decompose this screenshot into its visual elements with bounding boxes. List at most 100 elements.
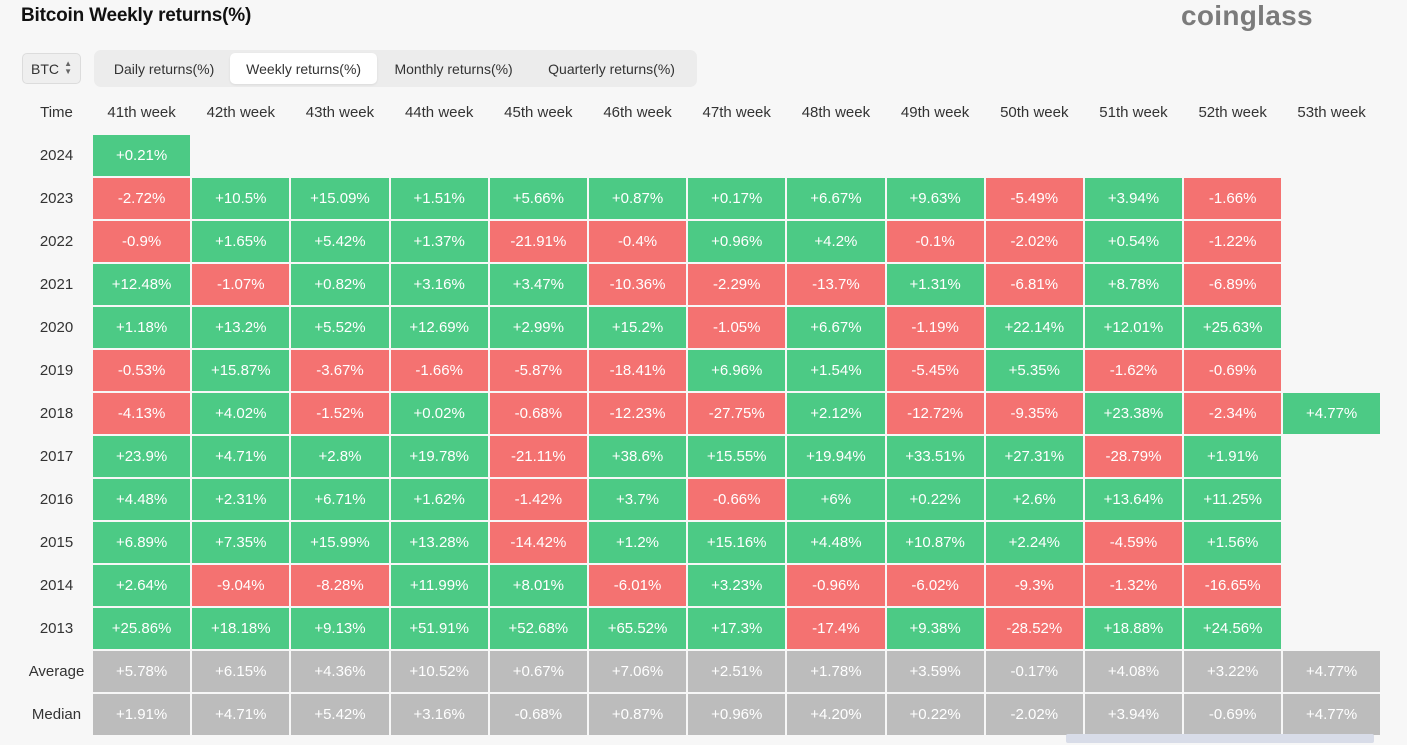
- return-cell: +6%: [787, 479, 885, 520]
- empty-cell: [1184, 135, 1281, 176]
- table-row: 2017 +23.9% +4.71% +2.8% +19.78% -21.11% +38.6…: [22, 436, 1380, 477]
- return-cell: -14.42%: [489, 522, 587, 563]
- return-cell: -0.69%: [1184, 350, 1282, 391]
- return-cell: -5.87%: [489, 350, 587, 391]
- summary-cell: +3.59%: [886, 651, 984, 692]
- return-cell: -1.66%: [1184, 178, 1282, 219]
- year-label: 2021: [39, 276, 74, 293]
- week-column-header: 50th week: [1000, 104, 1069, 121]
- tab-weekly-returns[interactable]: Weekly returns(%): [230, 53, 378, 84]
- page-title: Bitcoin Weekly returns(%): [21, 5, 252, 26]
- empty-cell: [1283, 350, 1380, 391]
- return-cell: +0.96%: [688, 221, 786, 262]
- summary-cell: +0.96%: [688, 694, 786, 735]
- return-cell: +1.91%: [1184, 436, 1282, 477]
- empty-cell: [1283, 565, 1380, 606]
- return-cell: +3.47%: [489, 264, 587, 305]
- time-column-header: Time: [40, 104, 73, 121]
- return-cell: -6.81%: [985, 264, 1083, 305]
- summary-cell: +4.08%: [1084, 651, 1183, 692]
- return-cell: +23.9%: [93, 436, 191, 477]
- return-cell: +2.6%: [985, 479, 1083, 520]
- empty-cell: [1283, 608, 1380, 649]
- return-cell: +17.3%: [688, 608, 786, 649]
- return-cell: +2.24%: [985, 522, 1083, 563]
- coin-select[interactable]: BTC ▲ ▼: [22, 53, 81, 84]
- summary-cell: -0.17%: [985, 651, 1083, 692]
- return-cell: -0.1%: [886, 221, 984, 262]
- return-cell: +1.65%: [192, 221, 290, 262]
- year-label: 2014: [39, 577, 74, 594]
- return-cell: +12.48%: [93, 264, 191, 305]
- summary-cell: +4.36%: [291, 651, 389, 692]
- week-column-header: 49th week: [900, 104, 970, 121]
- return-cell: +0.54%: [1084, 221, 1183, 262]
- return-cell: +51.91%: [390, 608, 488, 649]
- return-cell: +9.63%: [886, 178, 984, 219]
- return-cell: +6.67%: [787, 178, 885, 219]
- return-cell: +15.09%: [291, 178, 389, 219]
- return-cell: -13.7%: [787, 264, 885, 305]
- return-cell: -1.32%: [1084, 565, 1183, 606]
- table-row: 2015 +6.89% +7.35% +15.99% +13.28% -14.42% +1.…: [22, 522, 1380, 563]
- return-cell: -4.13%: [93, 393, 191, 434]
- empty-cell: [391, 135, 488, 176]
- summary-cell: +7.06%: [588, 651, 687, 692]
- return-cell: +9.38%: [886, 608, 984, 649]
- week-column-header: 47th week: [702, 104, 771, 121]
- return-cell: +3.23%: [688, 565, 786, 606]
- return-cell: +18.18%: [192, 608, 290, 649]
- year-label: 2013: [39, 620, 74, 637]
- return-cell: +3.94%: [1084, 178, 1183, 219]
- return-cell: -27.75%: [688, 393, 786, 434]
- return-cell: +8.78%: [1084, 264, 1183, 305]
- return-cell: -1.19%: [886, 307, 984, 348]
- table-row: 2013 +25.86% +18.18% +9.13% +51.91% +52.68% +6…: [22, 608, 1380, 649]
- return-cell: +2.99%: [489, 307, 587, 348]
- return-cell: -0.4%: [588, 221, 687, 262]
- return-cell: +25.63%: [1184, 307, 1282, 348]
- return-cell: +19.78%: [390, 436, 488, 477]
- tab-quarterly-returns[interactable]: Quarterly returns(%): [548, 60, 675, 77]
- year-label: 2024: [39, 147, 74, 164]
- table-row: 2022 -0.9% +1.65% +5.42% +1.37% -21.91% -0.4% +…: [22, 221, 1380, 262]
- return-cell: -6.02%: [886, 565, 984, 606]
- return-cell: +10.5%: [192, 178, 290, 219]
- empty-cell: [589, 135, 686, 176]
- summary-cell: -2.02%: [985, 694, 1083, 735]
- tab-daily-returns[interactable]: Daily returns(%): [113, 60, 215, 77]
- table-row: 2018 -4.13% +4.02% -1.52% +0.02% -0.68% -12.23…: [22, 393, 1380, 434]
- return-cell: -21.11%: [489, 436, 587, 477]
- week-column-header: 43th week: [305, 104, 375, 121]
- returns-table-container[interactable]: Time 41th week 42th week 43th week 44th week…: [0, 90, 1382, 745]
- empty-cell: [1283, 221, 1380, 262]
- year-label: 2020: [39, 319, 74, 336]
- return-cell: +4.77%: [1283, 393, 1380, 434]
- return-cell: -1.66%: [390, 350, 488, 391]
- return-cell: -6.89%: [1184, 264, 1282, 305]
- return-cell: +2.8%: [291, 436, 389, 477]
- year-label: 2017: [39, 448, 74, 465]
- return-cell: +1.54%: [787, 350, 885, 391]
- return-cell: +12.01%: [1084, 307, 1183, 348]
- empty-cell: [1283, 479, 1380, 520]
- week-column-header: 52th week: [1198, 104, 1267, 121]
- table-row: 2023 -2.72% +10.5% +15.09% +1.51% +5.66% +0.87…: [22, 178, 1380, 219]
- empty-cell: [1283, 178, 1380, 219]
- table-row: 2024 +0.21%: [22, 135, 1380, 176]
- return-cell: -8.28%: [291, 565, 389, 606]
- return-cell: +18.88%: [1084, 608, 1183, 649]
- return-cell: +15.55%: [688, 436, 786, 477]
- tab-monthly-returns[interactable]: Monthly returns(%): [394, 60, 513, 77]
- return-cell: -0.96%: [787, 565, 885, 606]
- summary-cell: +4.71%: [192, 694, 290, 735]
- summary-row: Average +5.78% +6.15% +4.36% +10.52% +0.67% +7…: [22, 651, 1380, 692]
- return-cell: -5.45%: [886, 350, 984, 391]
- horizontal-scrollbar[interactable]: [1066, 734, 1374, 743]
- return-cell: +22.14%: [985, 307, 1083, 348]
- return-cell: +4.2%: [787, 221, 885, 262]
- return-cell: +3.7%: [588, 479, 687, 520]
- summary-label: Median: [31, 706, 82, 723]
- summary-cell: +1.78%: [787, 651, 885, 692]
- return-cell: +19.94%: [787, 436, 885, 477]
